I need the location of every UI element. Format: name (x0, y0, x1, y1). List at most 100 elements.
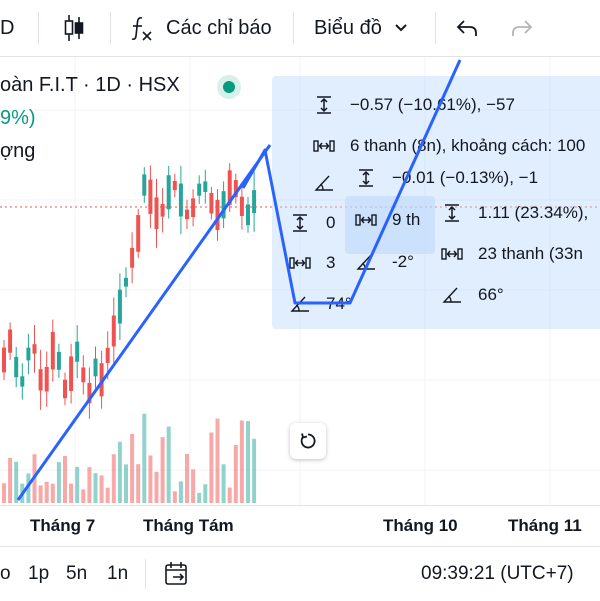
measure-a-bars-row: 6 thanh (8n), khoảng cách: 100 (312, 136, 585, 156)
interval-label: D (0, 16, 15, 39)
drawing-layer[interactable] (0, 57, 600, 505)
toolbar-divider (110, 12, 111, 44)
calendar-goto-icon (163, 561, 191, 587)
redo-button[interactable] (510, 0, 534, 56)
volume-legend[interactable]: ợng (0, 140, 36, 162)
candle-body (203, 181, 208, 193)
undo-button[interactable] (455, 0, 479, 56)
candlestick-icon (62, 13, 86, 43)
measure-d-bars: 23 thanh (33n (478, 244, 583, 263)
range-button-1p[interactable]: 1p (28, 547, 49, 601)
measure-c-price-row: 0 (288, 213, 335, 233)
range-label: 5n (66, 563, 88, 584)
volume-bar (44, 481, 49, 503)
volume-bar (105, 487, 110, 503)
measure-c-price: 0 (326, 213, 336, 232)
range-label: 1n (107, 563, 129, 584)
candle-body (69, 356, 74, 391)
measure-c-deg: -2° (392, 252, 414, 271)
volume-bar (50, 483, 55, 503)
volume-bar (87, 467, 92, 503)
clock-timezone-button[interactable]: 09:39:21 (UTC+7) (421, 547, 574, 601)
candle-body (124, 277, 128, 287)
candle-body (172, 180, 177, 191)
trend-line[interactable] (16, 144, 272, 501)
volume-bars (2, 413, 257, 503)
bar-range-icon (440, 244, 464, 264)
candle-body (215, 199, 220, 231)
chart-type-label: Biểu đồ (314, 16, 382, 39)
candle-body (117, 289, 122, 324)
candle-body (26, 347, 31, 361)
angle-icon (312, 173, 336, 193)
chart-pane[interactable]: −0.57 (−10.61%), −57 6 thanh (8n), khoản… (0, 57, 600, 505)
time-axis[interactable]: Tháng 7 Tháng Tám Tháng 10 Tháng 11 (0, 505, 600, 546)
clock-label: 09:39:21 (UTC+7) (421, 563, 574, 584)
indicators-label: Các chỉ báo (166, 16, 272, 39)
volume-bar (69, 483, 74, 503)
volume-bar (148, 455, 153, 503)
change-percent: 9%) (0, 107, 36, 129)
candle-body (111, 315, 116, 347)
candle-body (148, 179, 153, 214)
go-to-date-button[interactable] (163, 547, 191, 601)
volume-bar (209, 432, 214, 503)
volume-bar (191, 469, 196, 503)
reset-chart-button[interactable] (290, 423, 326, 459)
candles-chart-type-button[interactable] (62, 0, 86, 56)
candle-body (136, 215, 141, 252)
volume-bar (111, 454, 116, 503)
candle-body (93, 358, 98, 377)
indicators-button[interactable]: Các chỉ báo (130, 0, 272, 56)
bar-range-icon (312, 136, 336, 156)
measure-b-price-row: −0.01 (−0.13%), −1 (354, 168, 538, 188)
reset-icon (299, 432, 317, 450)
price-range-icon (312, 95, 336, 115)
time-axis-label: Tháng 10 (383, 516, 458, 535)
measure-c-bars: 9 th (392, 210, 421, 229)
candle-body (2, 347, 6, 373)
range-button-1n[interactable]: 1n (107, 547, 128, 601)
volume-bar (136, 464, 141, 503)
market-status-dot (223, 81, 235, 93)
measure-tool-box[interactable] (272, 76, 600, 329)
volume-bar (38, 485, 43, 503)
interval-button[interactable]: D (0, 0, 14, 56)
measure-d-price-row: 1.11 (23.34%), (440, 203, 588, 223)
bottom-divider (145, 559, 146, 589)
function-icon (130, 14, 154, 42)
price-range-icon (440, 203, 464, 223)
path-drawing[interactable] (241, 59, 462, 305)
chart-type-dropdown[interactable]: Biểu đồ (314, 0, 408, 56)
volume-bar (252, 438, 257, 503)
price-chart[interactable] (0, 57, 600, 505)
measure-c-bars-row: 9 th (354, 210, 420, 230)
price-range-icon (288, 213, 312, 233)
volume-bar (160, 437, 165, 503)
redo-icon (510, 18, 534, 38)
candle-body (142, 174, 147, 196)
volume-bar (63, 455, 67, 503)
volume-bar (117, 441, 122, 503)
time-axis-label: Tháng 7 (30, 516, 96, 535)
candle-body (8, 329, 13, 353)
volume-bar (99, 475, 104, 503)
range-button[interactable]: o (0, 547, 11, 601)
measure-a-price-row: −0.57 (−10.61%), −57 (312, 95, 515, 115)
volume-bar (2, 483, 6, 503)
volume-bar (81, 489, 86, 503)
volume-bar (142, 413, 147, 503)
measure-c-angle: 3 (326, 253, 336, 272)
candle-body (239, 196, 244, 216)
candle-body (63, 379, 67, 399)
bar-range-icon (354, 210, 378, 230)
candle-body (130, 247, 135, 268)
symbol-legend[interactable]: oàn F.I.T · 1D · HSX (0, 74, 180, 96)
volume-bar (239, 420, 244, 503)
candle-body (185, 209, 189, 220)
range-button-5n[interactable]: 5n (66, 547, 87, 601)
undo-icon (455, 18, 479, 38)
candle-body (32, 344, 37, 354)
measure-d-price: 1.11 (23.34%), (478, 203, 589, 222)
bottom-toolbar: o 1p 5n 1n 09:39:21 (UTC+7) (0, 546, 600, 601)
